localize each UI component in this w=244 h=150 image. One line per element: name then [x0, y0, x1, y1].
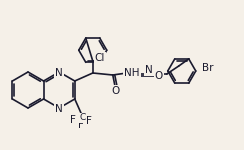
- Text: Cl: Cl: [95, 53, 105, 63]
- Text: C: C: [80, 114, 86, 123]
- Text: F: F: [78, 120, 84, 130]
- Text: F: F: [70, 115, 76, 125]
- Text: N: N: [55, 68, 63, 78]
- Text: N: N: [55, 104, 63, 114]
- Text: N: N: [145, 65, 153, 75]
- Text: O: O: [112, 86, 120, 96]
- Text: O: O: [155, 71, 163, 81]
- Text: F: F: [86, 116, 92, 126]
- Text: NH: NH: [124, 68, 140, 78]
- Text: Br: Br: [202, 63, 214, 73]
